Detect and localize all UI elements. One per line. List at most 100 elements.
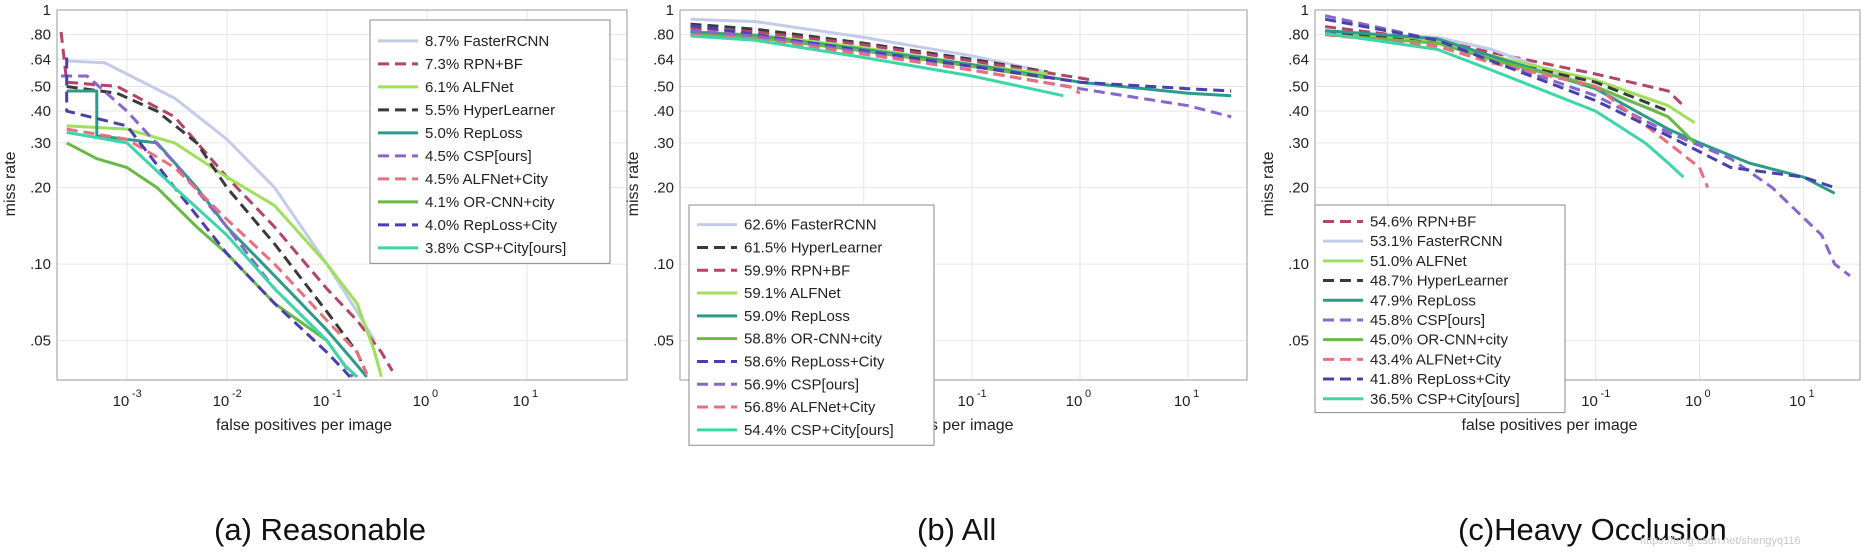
x-tick-exponent: -1: [332, 388, 342, 400]
legend-label-hyperlearner: 61.5% HyperLearner: [744, 239, 882, 256]
x-axis-label: false positives per image: [216, 417, 392, 434]
x-tick-label: 10: [1066, 393, 1083, 410]
caption-reasonable: (a) Reasonable: [214, 512, 426, 547]
y-tick-label: .05: [653, 333, 674, 350]
series-line-reploss-city: [1324, 17, 1836, 190]
series-line-csp-city-ours: [690, 34, 1064, 98]
y-tick-label: 1: [1301, 2, 1309, 19]
y-axis-label: miss rate: [1260, 151, 1277, 216]
y-tick-label: .64: [653, 51, 674, 68]
legend-label-alfnet: 6.1% ALFNet: [425, 79, 514, 96]
y-tick-label: .05: [1288, 333, 1309, 350]
y-tick-label: .20: [30, 180, 51, 197]
x-tick-exponent: -1: [977, 388, 987, 400]
legend-label-alfnet: 51.0% ALFNet: [1370, 253, 1468, 270]
series-line-fasterrcnn: [66, 59, 376, 342]
legend-label-or-cnn-city: 45.0% OR-CNN+city: [1370, 332, 1508, 349]
x-tick-label: 10: [1581, 393, 1598, 410]
caption-all: (b) All: [917, 512, 997, 547]
y-tick-label: .10: [1288, 256, 1309, 273]
y-tick-label: .80: [653, 27, 674, 44]
x-tick-exponent: 0: [432, 388, 438, 400]
series-line-csp-city-ours: [66, 130, 359, 378]
y-tick-label: .40: [653, 103, 674, 120]
legend-label-reploss-city: 4.0% RepLoss+City: [425, 217, 558, 234]
axes-frame: [679, 9, 1248, 381]
chart-heavy-occlusion: 1.80.64.50.40.30.20.10.0510-310-210-1100…: [1260, 2, 1861, 434]
x-tick-exponent: 1: [1193, 388, 1199, 400]
legend-box: [369, 19, 611, 264]
legend-label-reploss-city: 41.8% RepLoss+City: [1370, 371, 1511, 388]
x-tick-label: 10: [1685, 393, 1702, 410]
legend-label-alfnet-city: 56.8% ALFNet+City: [744, 399, 876, 416]
legend-label-alfnet-city: 4.5% ALFNet+City: [425, 171, 548, 188]
x-tick-exponent: -2: [232, 388, 242, 400]
series-line-rpn-bf: [690, 26, 1093, 82]
caption-heavy-occlusion: (c)Heavy Occlusion: [1458, 512, 1727, 547]
series-line-csp-ours: [690, 29, 1232, 119]
legend-label-fasterrcnn: 8.7% FasterRCNN: [425, 33, 549, 50]
legend-label-csp-ours: 45.8% CSP[ours]: [1370, 312, 1485, 329]
series-line-reploss: [1324, 29, 1836, 195]
y-tick-label: .50: [653, 79, 674, 96]
legend-label-reploss: 59.0% RepLoss: [744, 308, 850, 325]
legend-box: [688, 204, 935, 446]
series-line-fasterrcnn: [690, 17, 1057, 76]
y-tick-label: .30: [653, 135, 674, 152]
series-line-hyperlearner: [66, 85, 369, 375]
series-line-alfnet-city: [66, 127, 369, 375]
legend-label-csp-city-ours: 3.8% CSP+City[ours]: [425, 240, 566, 257]
x-tick-label: 10: [1174, 393, 1191, 410]
x-axis-label: false positives per image: [1461, 417, 1637, 434]
axes-frame: [56, 9, 628, 381]
watermark-text: https://blog.csdn.net/shengyq116: [1640, 535, 1801, 547]
axes-frame: [1314, 9, 1861, 381]
legend-label-hyperlearner: 5.5% HyperLearner: [425, 102, 555, 119]
legend-label-fasterrcnn: 62.6% FasterRCNN: [744, 217, 877, 234]
x-tick-exponent: 1: [1808, 388, 1814, 400]
y-tick-label: .10: [653, 256, 674, 273]
legend-label-hyperlearner: 48.7% HyperLearner: [1370, 273, 1508, 290]
y-axis-label: miss rate: [2, 151, 19, 216]
x-tick-exponent: -3: [132, 388, 142, 400]
legend-label-reploss: 5.0% RepLoss: [425, 125, 523, 142]
series-line-csp-ours: [61, 74, 354, 378]
series-group: [59, 31, 394, 378]
x-tick-label: 10: [113, 393, 130, 410]
y-tick-label: .80: [30, 27, 51, 44]
legend-label-or-cnn-city: 4.1% OR-CNN+city: [425, 194, 555, 211]
legend-label-reploss: 47.9% RepLoss: [1370, 292, 1476, 309]
series-group: [1324, 14, 1851, 277]
x-tick-label: 10: [1789, 393, 1806, 410]
legend-label-csp-ours: 4.5% CSP[ours]: [425, 148, 532, 165]
y-tick-label: .50: [30, 79, 51, 96]
legend-label-or-cnn-city: 58.8% OR-CNN+city: [744, 331, 882, 348]
x-tick-label: 10: [313, 393, 330, 410]
x-tick-exponent: 0: [1085, 388, 1091, 400]
series-line-reploss-city: [690, 23, 1232, 93]
y-tick-label: .20: [653, 180, 674, 197]
series-line-reploss-city: [65, 57, 352, 378]
y-tick-label: 1: [43, 2, 51, 19]
y-axis-label: miss rate: [625, 151, 642, 216]
x-tick-exponent: 0: [1704, 388, 1710, 400]
x-tick-label: 10: [958, 393, 975, 410]
legend-label-csp-ours: 56.9% CSP[ours]: [744, 376, 859, 393]
legend-label-rpn-bf: 54.6% RPN+BF: [1370, 213, 1476, 230]
y-tick-label: .05: [30, 333, 51, 350]
y-tick-label: .40: [30, 103, 51, 120]
x-tick-label: 10: [513, 393, 530, 410]
y-tick-label: .10: [30, 256, 51, 273]
x-tick-exponent: 1: [532, 388, 538, 400]
y-tick-label: .50: [1288, 79, 1309, 96]
legend-box: [1314, 204, 1566, 414]
legend-label-alfnet: 59.1% ALFNet: [744, 285, 842, 302]
y-tick-label: .30: [30, 135, 51, 152]
y-tick-label: .20: [1288, 180, 1309, 197]
x-tick-label: 10: [413, 393, 430, 410]
series-line-csp-city-ours: [1324, 31, 1685, 179]
series-line-alfnet-city: [1324, 33, 1710, 189]
x-tick-label: 10: [213, 393, 230, 410]
